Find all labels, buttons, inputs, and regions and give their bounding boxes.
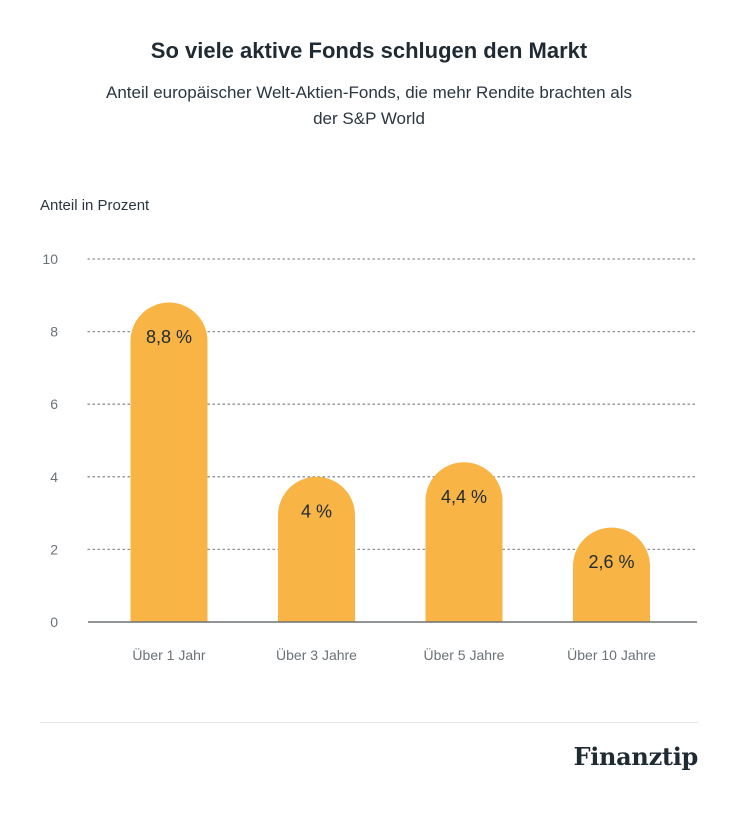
data-label-3: 4,4 % bbox=[441, 487, 487, 507]
footer-divider bbox=[40, 722, 698, 723]
finanztip-logo: Finanztip bbox=[573, 742, 698, 771]
y-tick-label-4: 4 bbox=[50, 469, 58, 485]
y-tick-label-2: 2 bbox=[50, 541, 58, 557]
x-tick-label-1: Über 1 Jahr bbox=[132, 646, 205, 663]
y-axis-label: Anteil in Prozent bbox=[40, 197, 150, 214]
bar-1 bbox=[130, 302, 208, 622]
data-label-2: 4 % bbox=[301, 501, 332, 521]
data-label-1: 8,8 % bbox=[146, 327, 192, 347]
bar-chart: 0 2 4 6 8 10 8,8 % Über 1 Jahr 4 % Über 3 Jahre 4,… bbox=[42, 251, 698, 663]
data-label-4: 2,6 % bbox=[588, 552, 634, 572]
x-tick-label-4: Über 10 Jahre bbox=[567, 646, 656, 663]
x-tick-label-3: Über 5 Jahre bbox=[424, 646, 505, 663]
bar-4 bbox=[573, 527, 650, 622]
chart-subtitle: Anteil europäischer Welt-Aktien-Fonds, d… bbox=[105, 83, 632, 128]
y-tick-label-10: 10 bbox=[42, 251, 58, 267]
y-tick-label-0: 0 bbox=[50, 614, 58, 630]
y-tick-label-6: 6 bbox=[50, 396, 58, 412]
bar-3 bbox=[425, 462, 503, 622]
chart-title: So viele aktive Fonds schlugen den Markt bbox=[150, 38, 588, 63]
bar-2 bbox=[278, 476, 355, 622]
x-tick-label-2: Über 3 Jahre bbox=[276, 646, 357, 663]
y-tick-label-8: 8 bbox=[50, 324, 58, 340]
